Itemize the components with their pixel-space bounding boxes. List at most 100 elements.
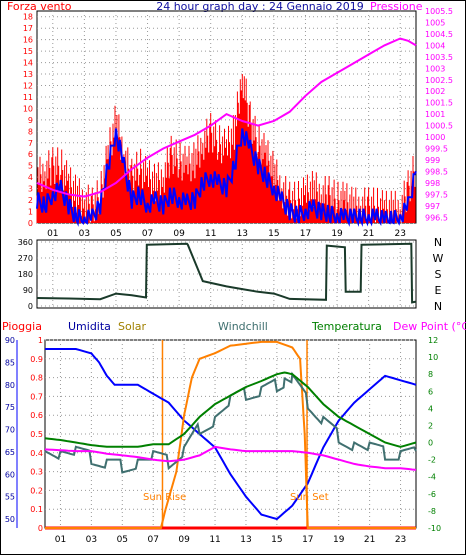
wind-tick-label: 8 (28, 127, 33, 136)
pressure-tick-label: 1002.5 (425, 76, 453, 85)
x-tick-label: 03 (86, 535, 97, 545)
rain-tick-label: 0.9 (30, 355, 43, 364)
direction-tick-label: 0 (28, 302, 33, 311)
wind-tick-label: 15 (23, 47, 33, 56)
pressure-tick-label: 1002 (425, 87, 445, 96)
temperature-tick-label: -10 (428, 524, 441, 533)
x-tick-label: 05 (117, 535, 128, 545)
pressure-tick-label: 1000.5 (425, 122, 453, 131)
legend-windchill: Windchill (218, 320, 268, 333)
pressure-tick-label: 997.5 (425, 190, 448, 199)
wind-tick-label: 3 (28, 185, 33, 194)
solar-line (45, 340, 416, 529)
legend-temperatura: Temperatura (311, 320, 382, 333)
temperature-tick-label: 10 (428, 353, 438, 362)
pressure-tick-label: 999.5 (425, 145, 448, 154)
x-tick-label: 19 (331, 229, 343, 239)
temperature-tick-label: 12 (428, 336, 438, 345)
x-tick-label: 07 (147, 535, 158, 545)
pressure-tick-label: 999 (425, 156, 440, 165)
x-tick-label: 21 (363, 229, 374, 239)
pressure-tick-label: 997 (425, 202, 440, 211)
x-tick-label: 23 (395, 535, 406, 545)
direction-tick-label: 180 (18, 270, 33, 279)
rain-tick-label: 0.3 (30, 468, 43, 477)
humidity-tick-label: 55 (5, 493, 15, 502)
compass-label: N (434, 300, 442, 313)
wind-average-line (36, 128, 417, 227)
pressure-tick-label: 998 (425, 179, 440, 188)
direction-tick-label: 90 (23, 286, 33, 295)
rain-tick-label: 1 (38, 336, 43, 345)
rain-tick-label: 0.5 (30, 430, 43, 439)
x-tick-label: 03 (79, 229, 90, 239)
pressure-line (36, 37, 417, 198)
wind-tick-label: 0 (28, 219, 33, 228)
wind-tick-label: 11 (23, 93, 33, 102)
x-tick-label: 21 (364, 535, 375, 545)
x-tick-label: 09 (173, 229, 185, 239)
x-tick-label: 13 (237, 229, 248, 239)
x-tick-label: 17 (300, 229, 311, 239)
pressure-tick-label: 996.5 (425, 213, 448, 222)
x-tick-label: 11 (209, 535, 220, 545)
pressure-tick-label: 1005 (425, 18, 445, 27)
legend-dewpoint: Dew Point (°C) (393, 320, 466, 333)
x-tick-label: 01 (47, 229, 58, 239)
humidity-tick-label: 85 (5, 358, 15, 367)
x-tick-label: 15 (268, 229, 279, 239)
pressure-tick-label: 998.5 (425, 167, 448, 176)
x-tick-label: 05 (110, 229, 121, 239)
pressure-tick-label: 1001 (425, 110, 445, 119)
wind-tick-label: 5 (28, 162, 33, 171)
legend-umidita: Umidita (68, 320, 111, 333)
rain-tick-label: 0 (38, 524, 43, 533)
direction-tick-label: 360 (18, 238, 33, 247)
temperature-tick-label: 8 (428, 370, 433, 379)
dewpoint-line (44, 445, 417, 471)
wind-tick-label: 16 (23, 36, 33, 45)
humidity-tick-label: 60 (5, 470, 15, 479)
x-tick-label: 13 (240, 535, 251, 545)
rain-tick-label: 0.4 (30, 449, 43, 458)
wind-direction-line (36, 242, 417, 304)
wind-tick-label: 18 (23, 13, 33, 22)
wind-tick-label: 1 (28, 208, 33, 217)
pressure-tick-label: 1005.5 (425, 7, 453, 16)
pressure-tick-label: 1000 (425, 133, 445, 142)
rain-tick-label: 0.7 (30, 392, 43, 401)
rain-tick-label: 0.2 (30, 486, 43, 495)
wind-tick-label: 10 (23, 104, 33, 113)
pressure-tick-label: 1001.5 (425, 99, 453, 108)
compass-label: N (434, 236, 442, 249)
x-tick-label: 07 (142, 229, 153, 239)
x-tick-label: 11 (205, 229, 216, 239)
wind-tick-label: 17 (23, 24, 33, 33)
wind-tick-label: 14 (23, 59, 33, 68)
rain-tick-label: 0.1 (30, 505, 43, 514)
compass-label: W (433, 252, 444, 265)
temperature-tick-label: -8 (428, 507, 436, 516)
temperature-line (44, 371, 417, 448)
pressure-tick-label: 1004.5 (425, 30, 453, 39)
humidity-tick-label: 90 (5, 336, 15, 345)
humidity-tick-label: 80 (5, 381, 15, 390)
rain-tick-label: 0.6 (30, 411, 43, 420)
wind-tick-label: 12 (23, 81, 33, 90)
x-tick-label: 23 (394, 229, 405, 239)
humidity-tick-label: 75 (5, 403, 15, 412)
humidity-tick-label: 65 (5, 448, 15, 457)
compass-label: S (435, 268, 442, 281)
temperature-tick-label: 4 (428, 404, 433, 413)
humidity-tick-label: 70 (5, 426, 15, 435)
compass-label: E (435, 284, 442, 297)
legend-solar: Solar (118, 320, 147, 333)
pressure-tick-label: 1004 (425, 41, 445, 50)
rain-tick-label: 0.8 (30, 374, 43, 383)
direction-tick-label: 270 (18, 254, 33, 263)
temperature-tick-label: 0 (428, 439, 433, 448)
legend-pioggia: Pioggia (2, 320, 42, 333)
x-tick-label: 01 (55, 535, 66, 545)
x-tick-label: 09 (178, 535, 190, 545)
